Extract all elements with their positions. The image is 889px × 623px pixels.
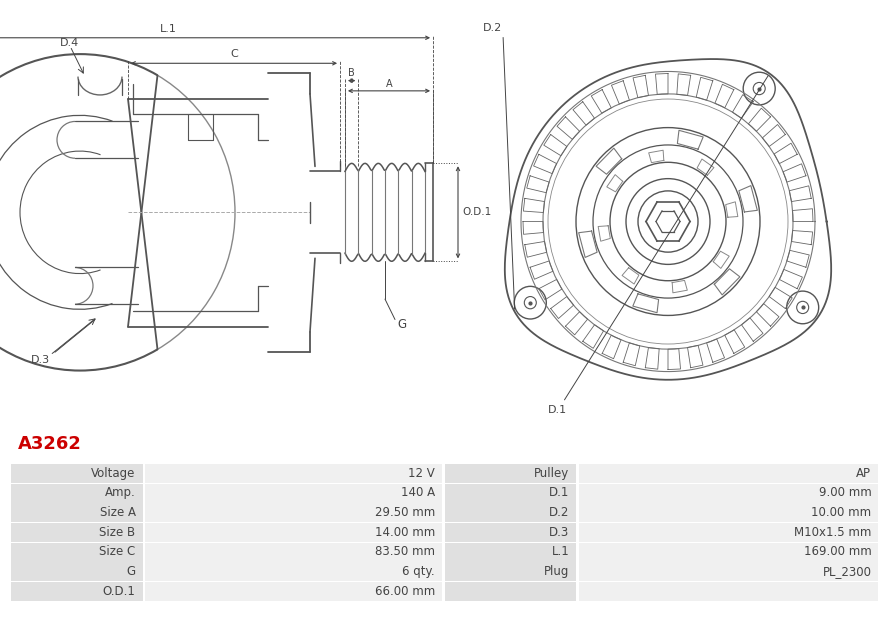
FancyBboxPatch shape (579, 464, 878, 483)
Text: 140 A: 140 A (401, 487, 435, 500)
Text: L.1: L.1 (552, 545, 570, 558)
Text: 12 V: 12 V (408, 467, 435, 480)
Text: D.3: D.3 (31, 355, 50, 365)
Text: D.4: D.4 (60, 38, 79, 48)
FancyBboxPatch shape (11, 523, 142, 542)
Text: 29.50 mm: 29.50 mm (374, 506, 435, 519)
Text: 6 qty.: 6 qty. (403, 565, 435, 578)
Text: Size A: Size A (100, 506, 136, 519)
Text: Size C: Size C (100, 545, 136, 558)
Text: Plug: Plug (544, 565, 570, 578)
FancyBboxPatch shape (444, 562, 576, 581)
FancyBboxPatch shape (444, 464, 576, 483)
FancyBboxPatch shape (145, 582, 442, 601)
Text: L.1: L.1 (159, 24, 176, 34)
FancyBboxPatch shape (145, 503, 442, 522)
FancyBboxPatch shape (11, 562, 142, 581)
FancyBboxPatch shape (145, 543, 442, 562)
Text: C: C (230, 49, 238, 59)
FancyBboxPatch shape (145, 562, 442, 581)
Text: O.D.1: O.D.1 (462, 207, 492, 217)
Text: D.2: D.2 (549, 506, 570, 519)
Text: G: G (126, 565, 136, 578)
Text: O.D.1: O.D.1 (103, 584, 136, 597)
Text: B: B (348, 67, 355, 78)
FancyBboxPatch shape (11, 543, 142, 562)
FancyBboxPatch shape (145, 464, 442, 483)
FancyBboxPatch shape (444, 523, 576, 542)
FancyBboxPatch shape (444, 582, 576, 601)
Text: AP: AP (856, 467, 871, 480)
Text: 66.00 mm: 66.00 mm (374, 584, 435, 597)
FancyBboxPatch shape (11, 464, 142, 483)
Text: 83.50 mm: 83.50 mm (375, 545, 435, 558)
FancyBboxPatch shape (11, 503, 142, 522)
Text: G: G (397, 318, 406, 331)
FancyBboxPatch shape (579, 582, 878, 601)
Text: 10.00 mm: 10.00 mm (812, 506, 871, 519)
Text: D.1: D.1 (548, 406, 567, 416)
Text: 9.00 mm: 9.00 mm (819, 487, 871, 500)
Text: Size B: Size B (100, 526, 136, 539)
FancyBboxPatch shape (145, 483, 442, 503)
Text: 14.00 mm: 14.00 mm (374, 526, 435, 539)
Text: Pulley: Pulley (534, 467, 570, 480)
Text: PL_2300: PL_2300 (822, 565, 871, 578)
FancyBboxPatch shape (11, 582, 142, 601)
FancyBboxPatch shape (579, 562, 878, 581)
FancyBboxPatch shape (579, 523, 878, 542)
FancyBboxPatch shape (444, 503, 576, 522)
Text: A: A (386, 79, 392, 89)
FancyBboxPatch shape (11, 483, 142, 503)
Text: Amp.: Amp. (105, 487, 136, 500)
Text: Voltage: Voltage (92, 467, 136, 480)
FancyBboxPatch shape (145, 523, 442, 542)
Text: M10x1.5 mm: M10x1.5 mm (794, 526, 871, 539)
FancyBboxPatch shape (444, 543, 576, 562)
Text: 169.00 mm: 169.00 mm (804, 545, 871, 558)
FancyBboxPatch shape (579, 503, 878, 522)
FancyBboxPatch shape (579, 543, 878, 562)
Text: D.1: D.1 (549, 487, 570, 500)
FancyBboxPatch shape (579, 483, 878, 503)
Text: D.2: D.2 (483, 22, 502, 32)
FancyBboxPatch shape (444, 483, 576, 503)
Text: D.3: D.3 (549, 526, 570, 539)
Text: A3262: A3262 (18, 435, 82, 454)
